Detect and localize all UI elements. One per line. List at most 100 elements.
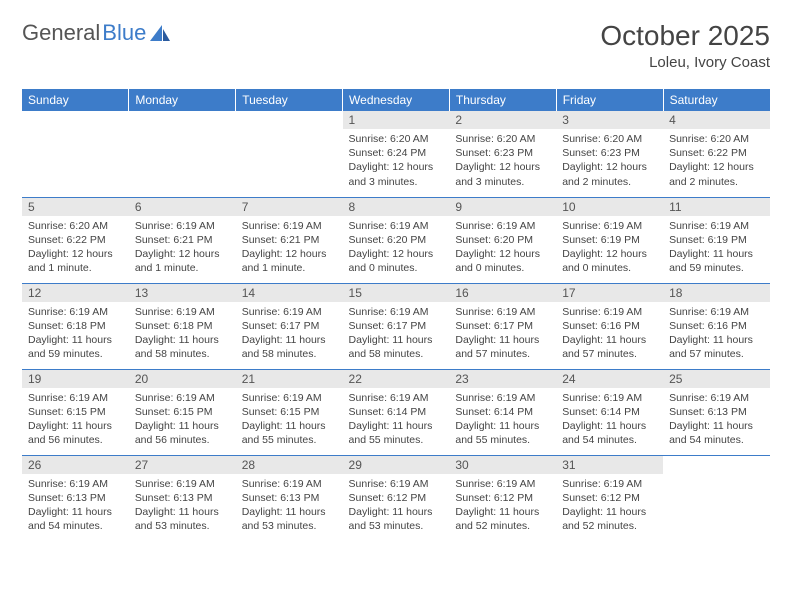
calendar-cell: 15Sunrise: 6:19 AMSunset: 6:17 PMDayligh… [343,283,450,369]
day-info: Sunrise: 6:19 AMSunset: 6:21 PMDaylight:… [236,216,343,280]
day-info: Sunrise: 6:19 AMSunset: 6:16 PMDaylight:… [556,302,663,366]
calendar-cell: 8Sunrise: 6:19 AMSunset: 6:20 PMDaylight… [343,197,450,283]
calendar-cell: 29Sunrise: 6:19 AMSunset: 6:12 PMDayligh… [343,455,450,541]
day-info: Sunrise: 6:19 AMSunset: 6:15 PMDaylight:… [236,388,343,452]
day-info: Sunrise: 6:19 AMSunset: 6:12 PMDaylight:… [449,474,556,538]
calendar-body: 1Sunrise: 6:20 AMSunset: 6:24 PMDaylight… [22,111,770,541]
day-number: 9 [449,198,556,216]
calendar-cell: 1Sunrise: 6:20 AMSunset: 6:24 PMDaylight… [343,111,450,197]
day-number: 13 [129,284,236,302]
calendar-cell: 25Sunrise: 6:19 AMSunset: 6:13 PMDayligh… [663,369,770,455]
day-info: Sunrise: 6:20 AMSunset: 6:22 PMDaylight:… [22,216,129,280]
day-number: 16 [449,284,556,302]
day-number: 29 [343,456,450,474]
calendar-cell: 18Sunrise: 6:19 AMSunset: 6:16 PMDayligh… [663,283,770,369]
day-info: Sunrise: 6:19 AMSunset: 6:16 PMDaylight:… [663,302,770,366]
calendar-cell: 28Sunrise: 6:19 AMSunset: 6:13 PMDayligh… [236,455,343,541]
day-info: Sunrise: 6:19 AMSunset: 6:19 PMDaylight:… [556,216,663,280]
day-info: Sunrise: 6:19 AMSunset: 6:13 PMDaylight:… [663,388,770,452]
day-number: 28 [236,456,343,474]
weekday-header: Friday [556,89,663,111]
calendar-cell: 12Sunrise: 6:19 AMSunset: 6:18 PMDayligh… [22,283,129,369]
day-info: Sunrise: 6:19 AMSunset: 6:17 PMDaylight:… [236,302,343,366]
day-number: 22 [343,370,450,388]
calendar-cell: 13Sunrise: 6:19 AMSunset: 6:18 PMDayligh… [129,283,236,369]
calendar-cell: 27Sunrise: 6:19 AMSunset: 6:13 PMDayligh… [129,455,236,541]
calendar-cell: 30Sunrise: 6:19 AMSunset: 6:12 PMDayligh… [449,455,556,541]
calendar-cell: 16Sunrise: 6:19 AMSunset: 6:17 PMDayligh… [449,283,556,369]
day-info: Sunrise: 6:19 AMSunset: 6:17 PMDaylight:… [449,302,556,366]
calendar-row: 19Sunrise: 6:19 AMSunset: 6:15 PMDayligh… [22,369,770,455]
day-number: 24 [556,370,663,388]
weekday-header: Monday [129,89,236,111]
day-info: Sunrise: 6:19 AMSunset: 6:12 PMDaylight:… [556,474,663,538]
calendar-cell: 23Sunrise: 6:19 AMSunset: 6:14 PMDayligh… [449,369,556,455]
day-number: 1 [343,111,450,129]
weekday-header-row: SundayMondayTuesdayWednesdayThursdayFrid… [22,89,770,111]
calendar-cell: 22Sunrise: 6:19 AMSunset: 6:14 PMDayligh… [343,369,450,455]
logo-sail-icon [150,25,170,41]
calendar-table: SundayMondayTuesdayWednesdayThursdayFrid… [22,89,770,541]
calendar-cell [22,111,129,197]
day-info: Sunrise: 6:19 AMSunset: 6:18 PMDaylight:… [129,302,236,366]
day-info: Sunrise: 6:19 AMSunset: 6:20 PMDaylight:… [449,216,556,280]
calendar-cell: 7Sunrise: 6:19 AMSunset: 6:21 PMDaylight… [236,197,343,283]
calendar-cell [663,455,770,541]
calendar-cell: 31Sunrise: 6:19 AMSunset: 6:12 PMDayligh… [556,455,663,541]
day-number: 17 [556,284,663,302]
calendar-cell: 26Sunrise: 6:19 AMSunset: 6:13 PMDayligh… [22,455,129,541]
day-info: Sunrise: 6:19 AMSunset: 6:14 PMDaylight:… [343,388,450,452]
day-info: Sunrise: 6:20 AMSunset: 6:22 PMDaylight:… [663,129,770,193]
calendar-cell: 2Sunrise: 6:20 AMSunset: 6:23 PMDaylight… [449,111,556,197]
header: GeneralBlue October 2025 Loleu, Ivory Co… [22,20,770,71]
day-number: 6 [129,198,236,216]
calendar-cell: 24Sunrise: 6:19 AMSunset: 6:14 PMDayligh… [556,369,663,455]
day-number: 11 [663,198,770,216]
day-number: 25 [663,370,770,388]
calendar-cell: 14Sunrise: 6:19 AMSunset: 6:17 PMDayligh… [236,283,343,369]
day-number: 2 [449,111,556,129]
calendar-row: 26Sunrise: 6:19 AMSunset: 6:13 PMDayligh… [22,455,770,541]
calendar-cell: 4Sunrise: 6:20 AMSunset: 6:22 PMDaylight… [663,111,770,197]
day-number: 27 [129,456,236,474]
calendar-cell: 20Sunrise: 6:19 AMSunset: 6:15 PMDayligh… [129,369,236,455]
day-info: Sunrise: 6:19 AMSunset: 6:12 PMDaylight:… [343,474,450,538]
day-info: Sunrise: 6:19 AMSunset: 6:21 PMDaylight:… [129,216,236,280]
day-number: 30 [449,456,556,474]
day-info: Sunrise: 6:19 AMSunset: 6:14 PMDaylight:… [556,388,663,452]
weekday-header: Wednesday [343,89,450,111]
weekday-header: Sunday [22,89,129,111]
day-number: 8 [343,198,450,216]
logo-text-blue: Blue [102,20,146,46]
day-number: 19 [22,370,129,388]
day-info: Sunrise: 6:19 AMSunset: 6:20 PMDaylight:… [343,216,450,280]
day-number: 26 [22,456,129,474]
logo: GeneralBlue [22,20,170,46]
calendar-cell: 6Sunrise: 6:19 AMSunset: 6:21 PMDaylight… [129,197,236,283]
day-info: Sunrise: 6:20 AMSunset: 6:23 PMDaylight:… [556,129,663,193]
calendar-cell: 3Sunrise: 6:20 AMSunset: 6:23 PMDaylight… [556,111,663,197]
month-title: October 2025 [600,20,770,52]
day-number: 7 [236,198,343,216]
day-number: 12 [22,284,129,302]
weekday-header: Tuesday [236,89,343,111]
day-number: 20 [129,370,236,388]
calendar-row: 1Sunrise: 6:20 AMSunset: 6:24 PMDaylight… [22,111,770,197]
weekday-header: Thursday [449,89,556,111]
calendar-cell: 5Sunrise: 6:20 AMSunset: 6:22 PMDaylight… [22,197,129,283]
day-info: Sunrise: 6:19 AMSunset: 6:15 PMDaylight:… [129,388,236,452]
day-info: Sunrise: 6:19 AMSunset: 6:18 PMDaylight:… [22,302,129,366]
location: Loleu, Ivory Coast [600,54,770,71]
title-block: October 2025 Loleu, Ivory Coast [600,20,770,71]
calendar-cell: 17Sunrise: 6:19 AMSunset: 6:16 PMDayligh… [556,283,663,369]
day-info: Sunrise: 6:20 AMSunset: 6:24 PMDaylight:… [343,129,450,193]
day-info: Sunrise: 6:19 AMSunset: 6:19 PMDaylight:… [663,216,770,280]
calendar-cell: 11Sunrise: 6:19 AMSunset: 6:19 PMDayligh… [663,197,770,283]
day-number: 10 [556,198,663,216]
day-number: 31 [556,456,663,474]
calendar-cell: 19Sunrise: 6:19 AMSunset: 6:15 PMDayligh… [22,369,129,455]
day-number: 23 [449,370,556,388]
day-info: Sunrise: 6:19 AMSunset: 6:15 PMDaylight:… [22,388,129,452]
day-number: 15 [343,284,450,302]
calendar-row: 5Sunrise: 6:20 AMSunset: 6:22 PMDaylight… [22,197,770,283]
